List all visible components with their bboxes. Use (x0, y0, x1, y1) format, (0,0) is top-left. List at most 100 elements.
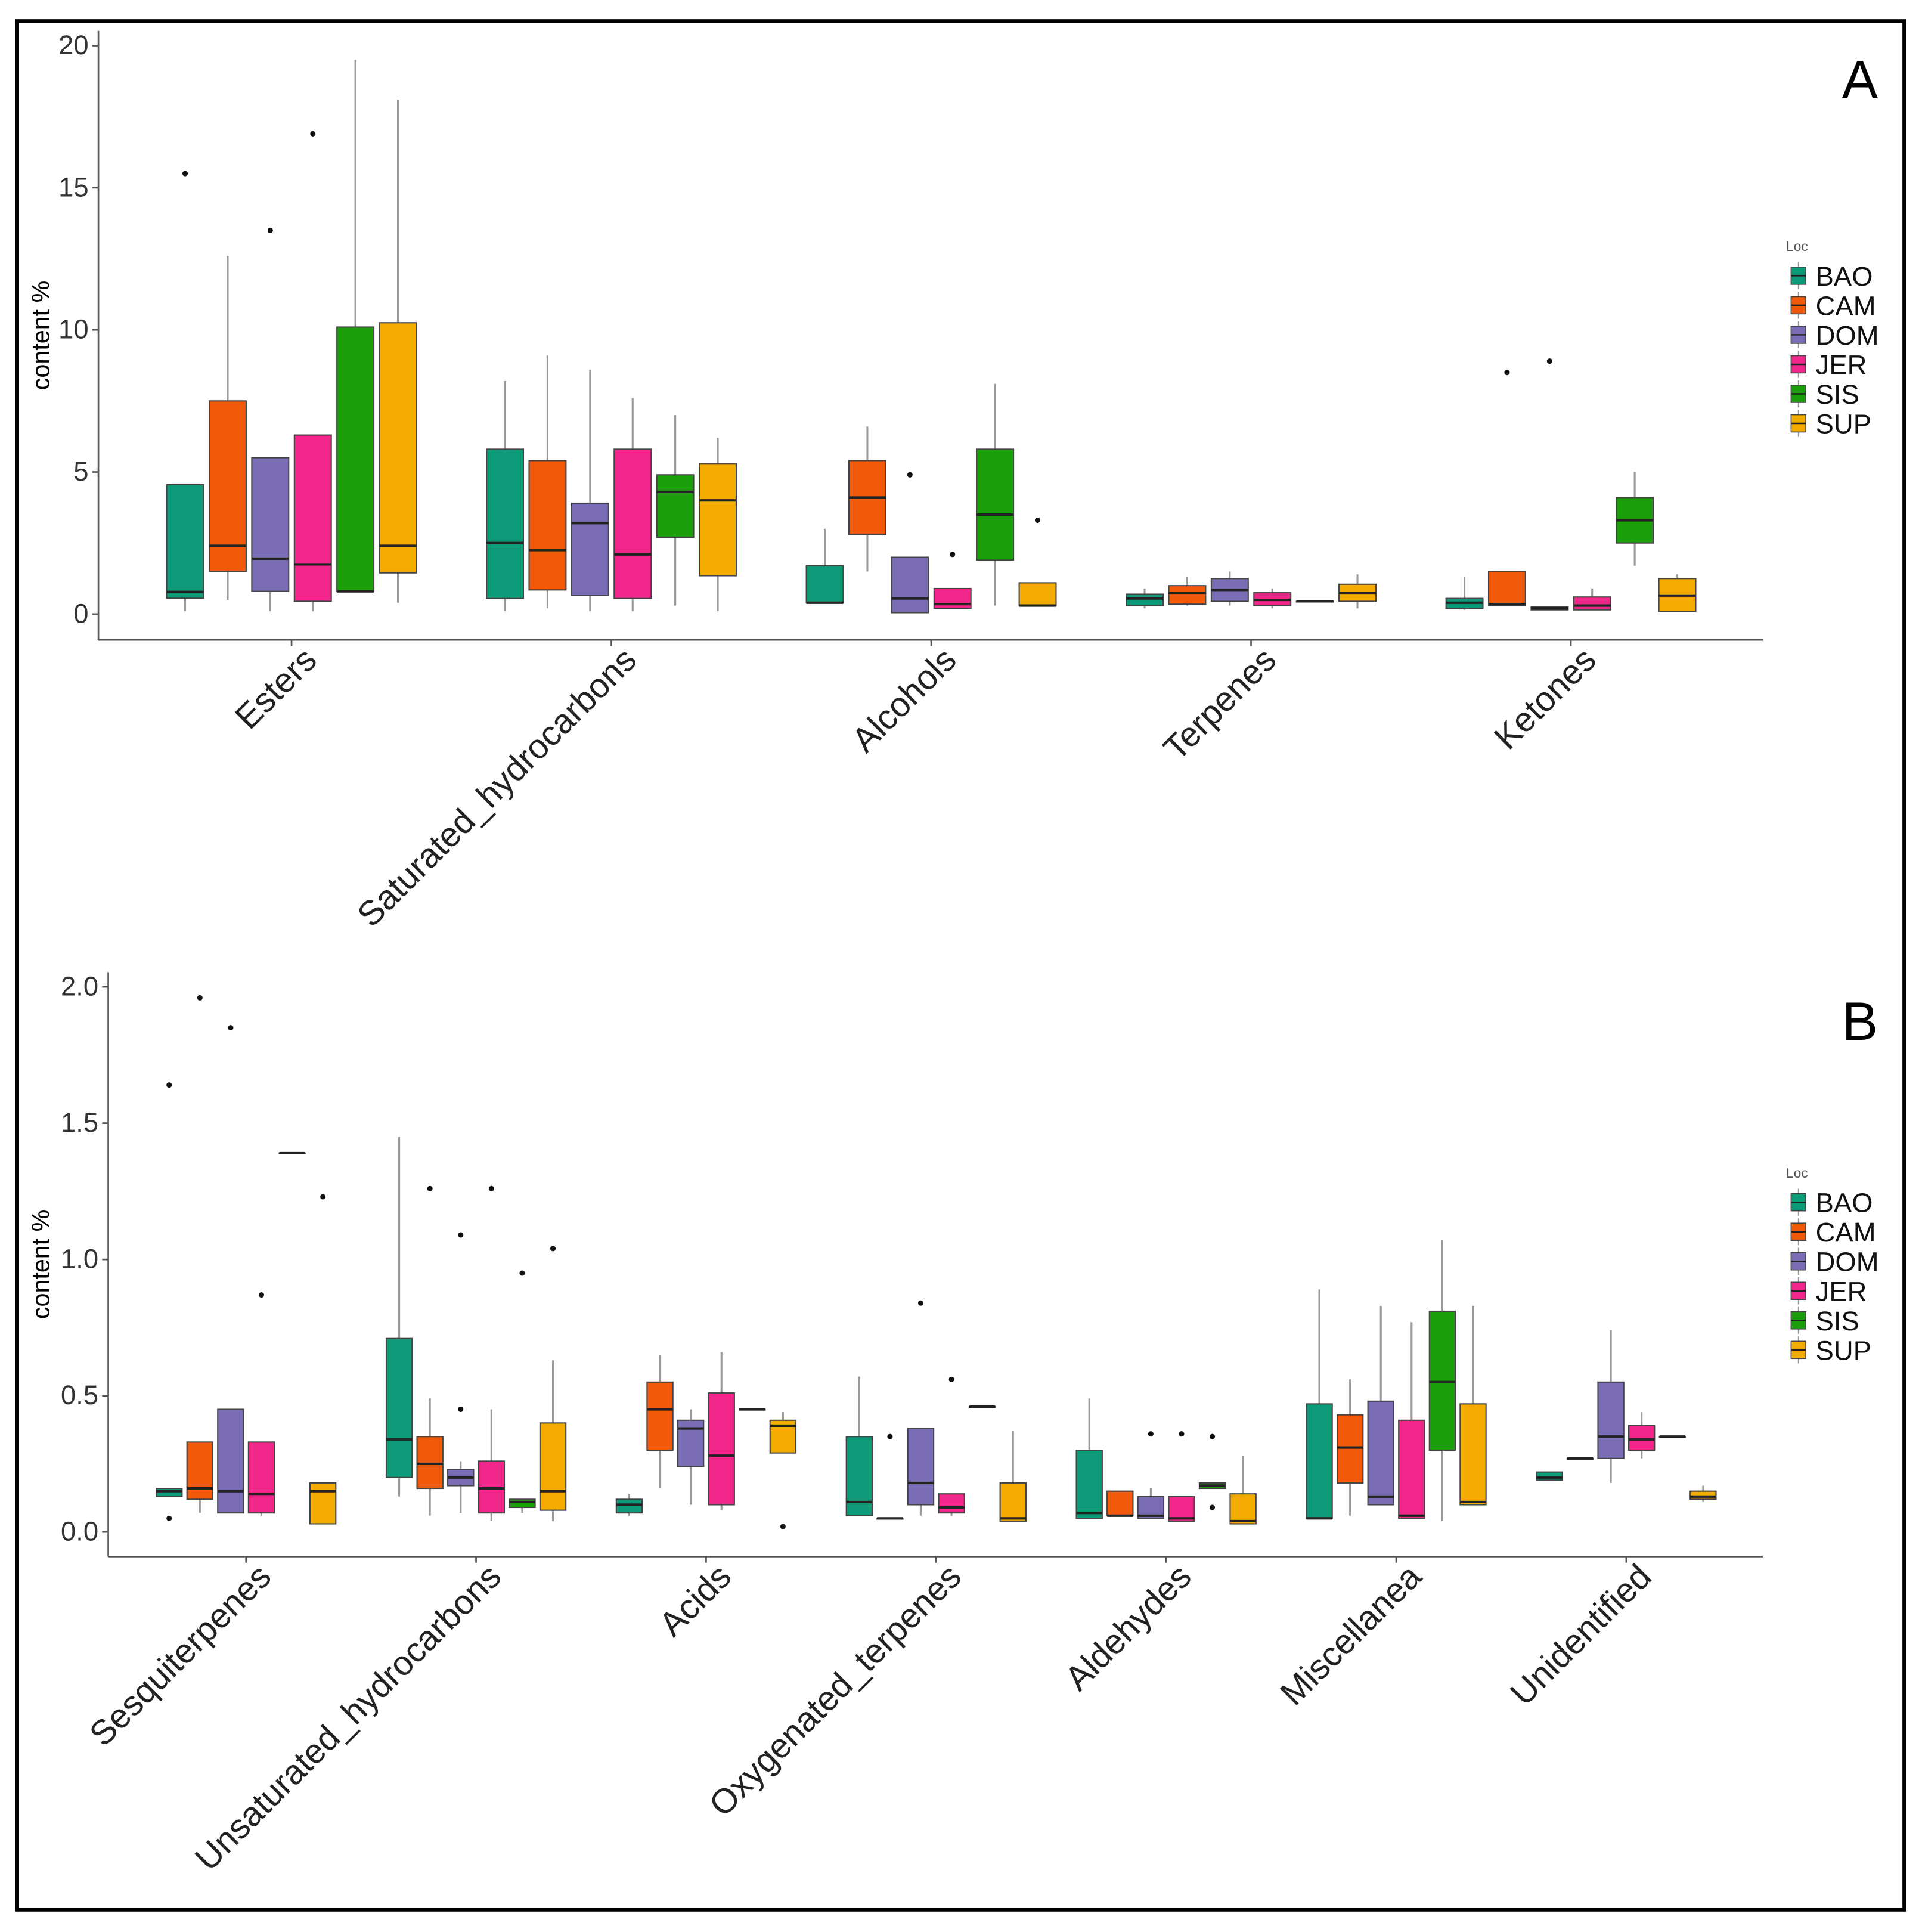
outlier-SIS (1210, 1504, 1216, 1510)
y-tick-label: 10 (58, 314, 88, 345)
box-SUP (1689, 1490, 1717, 1500)
legend-title: Loc (1786, 239, 1808, 254)
box-DOM (907, 1428, 935, 1506)
box-DOM (251, 457, 290, 592)
box-CAM (416, 1436, 444, 1490)
box-JER (938, 1493, 965, 1514)
box-JER (478, 1460, 506, 1514)
outlier-DOM (458, 1406, 464, 1413)
outlier-DOM (1148, 1431, 1154, 1437)
box-BAO (1126, 593, 1164, 606)
box-CAM (1168, 585, 1207, 605)
box-BAO (615, 1498, 643, 1514)
outlier-BAO (182, 171, 188, 177)
outlier-DOM (917, 1300, 924, 1306)
outlier-SUP (320, 1194, 326, 1200)
outlier-DOM (458, 1232, 464, 1238)
box-BAO (805, 565, 844, 603)
box-CAM (186, 1441, 214, 1500)
panel-label: A (1842, 50, 1878, 110)
outlier-DOM (1546, 358, 1552, 364)
outlier-SIS (519, 1270, 525, 1276)
box-BAO (845, 1436, 873, 1516)
legend-label-BAO: BAO (1816, 261, 1873, 292)
outlier-SUP (1034, 518, 1041, 524)
outlier-JER (948, 1376, 954, 1382)
box-SUP (309, 1482, 337, 1525)
box-CAM (1487, 571, 1526, 606)
box-BAO (486, 448, 525, 599)
outlier-JER (310, 131, 316, 137)
box-JER (933, 587, 972, 609)
box-SIS (336, 326, 375, 592)
outlier-SUP (550, 1246, 556, 1252)
outlier-DOM (267, 227, 273, 233)
box-DOM (1597, 1381, 1625, 1459)
box-SIS (1428, 1310, 1456, 1451)
y-axis-label: content % (27, 1210, 55, 1319)
box-BAO (1306, 1403, 1333, 1519)
box-DOM (217, 1408, 244, 1514)
y-tick-label: 15 (58, 172, 88, 202)
box-CAM (646, 1381, 674, 1451)
box-DOM (1367, 1400, 1394, 1506)
legend-label-SIS: SIS (1816, 1306, 1859, 1336)
outlier-CAM (197, 995, 203, 1001)
legend-label-JER: JER (1816, 1276, 1867, 1306)
outlier-SIS (1210, 1433, 1216, 1439)
y-tick-label: 0.5 (61, 1380, 98, 1410)
y-tick-label: 0 (73, 598, 88, 628)
box-CAM (528, 460, 567, 591)
box-BAO (1536, 1471, 1563, 1481)
box-DOM (891, 556, 929, 614)
box-BAO (385, 1337, 413, 1478)
outlier-CAM (427, 1185, 433, 1191)
box-SUP (999, 1482, 1027, 1522)
outlier-SUP (780, 1524, 786, 1530)
y-tick-label: 2.0 (61, 971, 98, 1002)
outlier-BAO (166, 1082, 172, 1088)
box-JER (1573, 596, 1611, 611)
box-BAO (156, 1488, 183, 1497)
box-SUP (539, 1422, 567, 1511)
box-JER (247, 1441, 275, 1514)
legend-label-BAO: BAO (1816, 1188, 1873, 1218)
panel-label: B (1842, 992, 1878, 1052)
box-SUP (1229, 1493, 1257, 1525)
box-JER (613, 448, 652, 599)
outlier-JER (258, 1292, 265, 1298)
box-CAM (1106, 1490, 1134, 1516)
outlier-CAM (1504, 370, 1510, 376)
box-JER (1398, 1419, 1425, 1519)
y-axis-label: content % (27, 281, 55, 390)
box-JER (293, 434, 332, 602)
box-SUP (1459, 1403, 1487, 1506)
outlier-JER (1179, 1431, 1185, 1437)
outlier-BAO (166, 1515, 172, 1521)
y-tick-label: 1.5 (61, 1107, 98, 1138)
figure-border (15, 19, 1906, 1912)
y-tick-label: 5 (73, 456, 88, 487)
box-SIS (509, 1498, 536, 1509)
box-CAM (1336, 1414, 1364, 1484)
outlier-DOM (907, 472, 913, 478)
box-SUP (699, 463, 737, 577)
legend-label-SIS: SIS (1816, 379, 1859, 410)
outlier-JER (950, 552, 956, 558)
legend-label-SUP: SUP (1816, 1335, 1871, 1366)
box-SIS (656, 474, 695, 538)
box-JER (708, 1392, 735, 1506)
box-BAO (1075, 1450, 1103, 1519)
outlier-CAM (887, 1433, 893, 1439)
legend-label-DOM: DOM (1816, 1247, 1879, 1277)
y-tick-label: 20 (58, 30, 88, 60)
box-SIS (976, 448, 1015, 561)
outlier-JER (488, 1185, 494, 1191)
legend-label-CAM: CAM (1816, 290, 1876, 321)
legend-label-DOM: DOM (1816, 320, 1879, 351)
legend-label-JER: JER (1816, 349, 1867, 380)
box-CAM (208, 400, 247, 572)
legend-label-CAM: CAM (1816, 1217, 1876, 1247)
